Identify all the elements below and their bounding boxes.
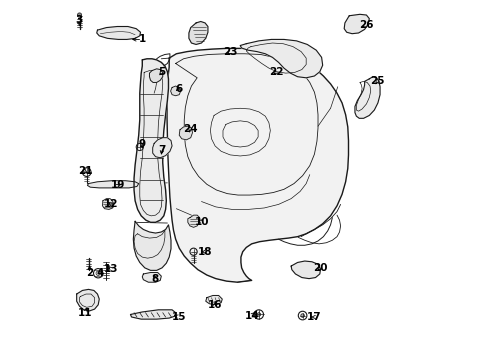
Text: 9: 9 [139,139,145,149]
Text: 10: 10 [195,217,209,227]
Text: 15: 15 [172,312,186,322]
Polygon shape [205,296,222,305]
Text: 8: 8 [151,274,158,284]
Polygon shape [170,86,180,96]
Text: 11: 11 [78,308,92,318]
Polygon shape [102,199,113,210]
Polygon shape [134,59,168,222]
Circle shape [77,13,81,17]
Text: 21: 21 [78,166,92,176]
Text: 14: 14 [244,311,259,320]
Text: 6: 6 [175,84,183,94]
Text: 3: 3 [75,15,82,26]
Polygon shape [77,289,99,311]
Text: 25: 25 [369,76,384,86]
Text: 2: 2 [86,267,93,278]
Polygon shape [130,310,175,319]
Polygon shape [142,273,161,282]
Text: 13: 13 [103,264,118,274]
Text: 20: 20 [313,263,327,273]
Text: 4: 4 [97,268,104,278]
Text: 17: 17 [306,312,321,322]
Polygon shape [240,40,322,78]
Polygon shape [133,221,171,270]
Polygon shape [187,215,199,227]
Polygon shape [188,22,207,44]
Polygon shape [87,181,139,188]
Text: 16: 16 [207,300,222,310]
Text: 26: 26 [359,20,373,30]
Text: 7: 7 [158,144,165,154]
Polygon shape [354,77,379,118]
Text: 24: 24 [183,124,197,134]
Polygon shape [290,261,320,279]
Text: 5: 5 [158,67,165,77]
Polygon shape [167,48,348,282]
Text: 22: 22 [269,67,284,77]
Circle shape [257,313,260,316]
Text: 1: 1 [139,35,145,44]
Polygon shape [344,14,368,34]
Text: 23: 23 [223,46,238,57]
Polygon shape [179,126,192,140]
Text: 18: 18 [198,247,212,257]
Circle shape [300,314,304,318]
Text: 19: 19 [111,180,125,190]
Polygon shape [149,69,163,82]
Polygon shape [97,27,140,40]
Polygon shape [152,138,172,158]
Text: 12: 12 [103,199,118,210]
